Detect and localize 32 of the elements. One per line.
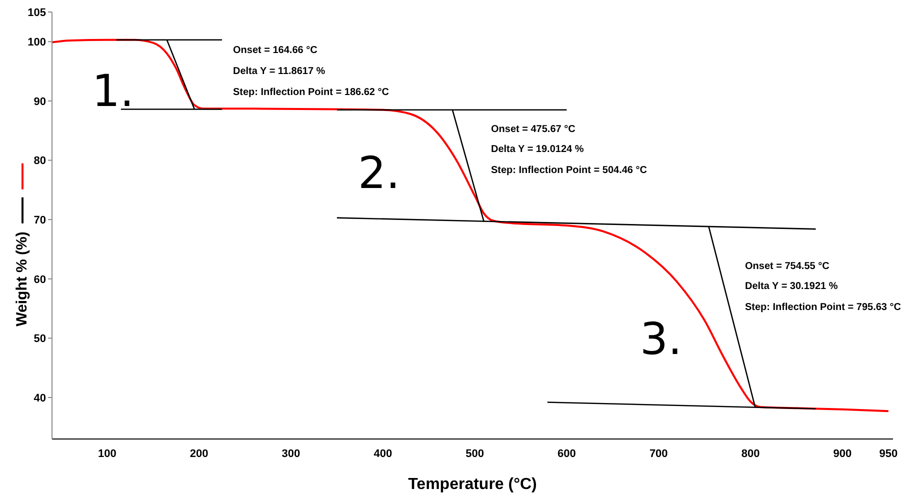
y-axis-title: Weight % (%) [14,232,30,326]
x-tick-label: 400 [374,448,392,460]
x-tick-label: 300 [282,448,300,460]
annotation: Step: Inflection Point = 186.62 °C [233,87,389,98]
y-tick-label: 60 [34,274,46,286]
y-tick-label: 105 [28,6,46,19]
annotation: Delta Y = 30.1921 % [745,281,838,292]
y-tick-label: 90 [34,96,46,108]
x-tick-label: 900 [833,448,852,460]
y-tick-label: 100 [28,36,46,49]
x-axis-title: Temperature (°C) [408,476,537,493]
annotation: 1. [92,66,134,117]
y-tick-label: 80 [34,155,46,168]
y-tick-label: 50 [34,333,46,346]
annotation: Onset = 754.55 °C [745,261,830,272]
annotation: Step: Inflection Point = 504.46 °C [491,165,647,176]
x-tick-label: 100 [98,448,116,460]
annotation: Onset = 475.67 °C [491,124,576,135]
y-tick-label: 40 [34,392,46,404]
annotation: 3. [640,314,682,365]
annotation: Delta Y = 19.0124 % [491,144,584,155]
x-tick-label: 600 [558,448,576,460]
annotation: 2. [358,148,400,199]
annotation: Step: Inflection Point = 795.63 °C [745,302,901,313]
annotation: Onset = 164.66 °C [233,45,318,56]
x-tick-label: 800 [741,448,760,460]
x-tick-label: 950 [879,448,898,460]
x-tick-label: 700 [649,448,668,460]
x-tick-label: 500 [466,448,484,460]
y-tick-label: 70 [34,214,46,226]
x-tick-label: 200 [190,448,208,460]
annotation: Delta Y = 11.8617 % [233,66,326,77]
